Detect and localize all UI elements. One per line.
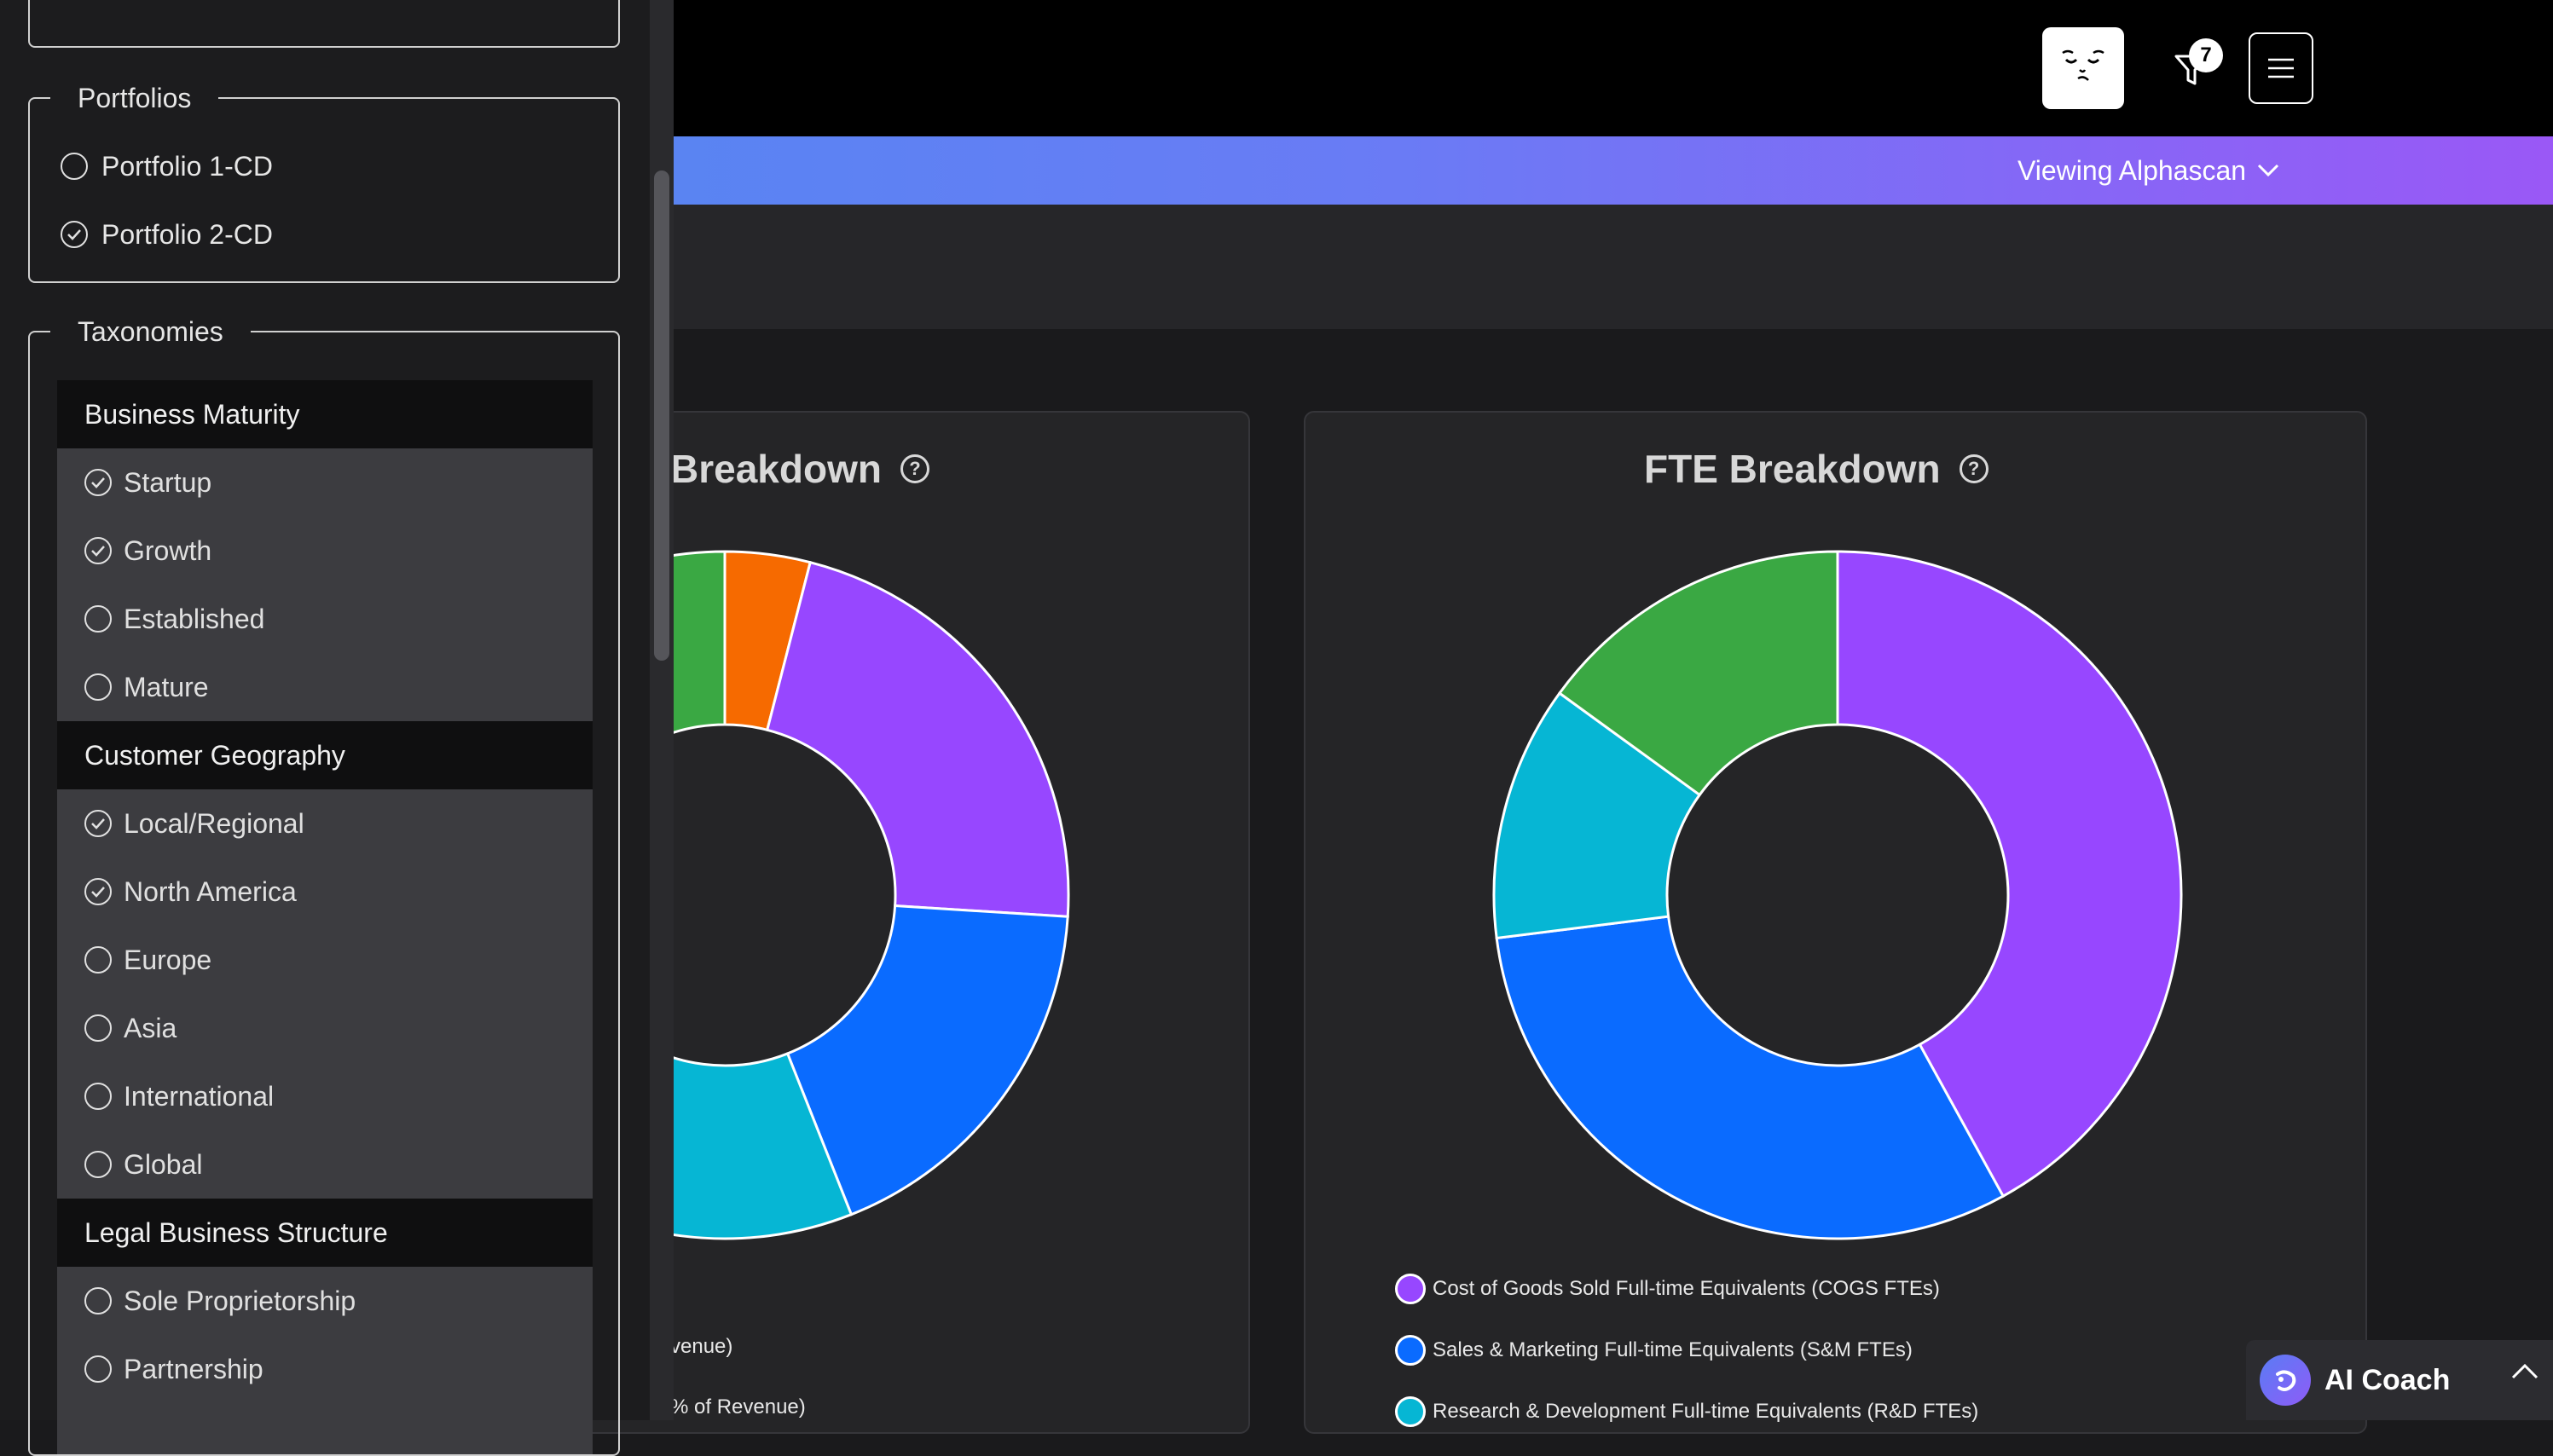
menu-icon <box>2268 58 2294 78</box>
taxonomy-label: Local/Regional <box>124 807 304 839</box>
ai-coach-logo-icon <box>2260 1355 2311 1406</box>
portfolios-legend: Portfolios <box>50 77 219 119</box>
help-icon[interactable]: ? <box>1959 454 1989 483</box>
ai-coach-widget[interactable]: AI Coach <box>2246 1340 2553 1420</box>
chevron-down-icon <box>2257 164 2279 177</box>
fte-legend-item-sm[interactable]: Sales & Marketing Full-time Equivalents … <box>1395 1333 1913 1367</box>
taxonomy-option-partnership[interactable]: Partnership <box>84 1335 263 1403</box>
fte-legend-label: Research & Development Full-time Equival… <box>1433 1400 1979 1423</box>
fte-donut-slice-1[interactable] <box>1495 915 2006 1240</box>
taxonomy-option-global[interactable]: Global <box>84 1130 203 1199</box>
taxonomy-label: Growth <box>124 534 212 566</box>
taxonomy-label: North America <box>124 875 297 907</box>
taxonomy-label: Mature <box>124 671 209 702</box>
left-legend-item-1: venue) <box>670 1335 733 1358</box>
viewing-label: Viewing Alphascan <box>2018 154 2247 186</box>
fte-legend-item-cogs[interactable]: Cost of Goods Sold Full-time Equivalents… <box>1395 1272 1940 1306</box>
fte-legend-label: Sales & Marketing Full-time Equivalents … <box>1433 1338 1913 1361</box>
sidebar-scrollbar-thumb[interactable] <box>654 170 669 661</box>
taxonomies-legend: Taxonomies <box>50 310 251 353</box>
taxonomies-fieldset: Taxonomies Business Maturity Startup Gro… <box>28 310 620 1456</box>
taxonomy-label: Startup <box>124 466 212 498</box>
portfolio-label: Portfolio 1-CD <box>101 150 273 182</box>
radio-unchecked-icon <box>61 153 88 180</box>
taxonomy-option-sole-proprietorship[interactable]: Sole Proprietorship <box>84 1267 356 1335</box>
taxonomy-label: International <box>124 1080 275 1112</box>
fte-donut-chart <box>1492 550 2183 1240</box>
radio-checked-icon <box>84 469 112 496</box>
help-icon[interactable]: ? <box>900 454 929 483</box>
chevron-up-icon[interactable] <box>2510 1362 2539 1381</box>
revenue-donut-slice-2[interactable] <box>785 904 1069 1216</box>
radio-unchecked-icon <box>84 946 112 974</box>
radio-checked-icon <box>84 878 112 905</box>
filter-sidebar: Portfolios Portfolio 1-CD Portfolio 2-CD… <box>0 0 674 1456</box>
group-header-business-maturity[interactable]: Business Maturity <box>57 380 593 448</box>
portfolio-option-1[interactable]: Portfolio 1-CD <box>61 145 273 188</box>
taxonomy-option-international[interactable]: International <box>84 1062 274 1130</box>
fte-legend-item-rd[interactable]: Research & Development Full-time Equival… <box>1395 1395 1978 1429</box>
fte-chart-title: FTE Breakdown ? <box>1644 443 1989 494</box>
sidebar-fieldset-top <box>28 0 620 48</box>
group-header-legal-business-structure[interactable]: Legal Business Structure <box>57 1199 593 1267</box>
portfolios-fieldset: Portfolios Portfolio 1-CD Portfolio 2-CD <box>28 77 620 283</box>
radio-unchecked-icon <box>84 605 112 633</box>
taxonomy-label: Established <box>124 603 265 634</box>
taxonomy-option-established[interactable]: Established <box>84 585 264 653</box>
taxonomy-option-local-regional[interactable]: Local/Regional <box>84 789 304 858</box>
left-chart-title: Breakdown ? <box>670 443 929 494</box>
viewing-company-dropdown[interactable]: Viewing Alphascan <box>2018 152 2280 189</box>
portfolio-option-2[interactable]: Portfolio 2-CD <box>61 213 273 256</box>
group-header-customer-geography[interactable]: Customer Geography <box>57 721 593 789</box>
user-avatar-button[interactable] <box>2042 27 2124 109</box>
radio-unchecked-icon <box>84 1355 112 1383</box>
radio-checked-icon <box>84 537 112 564</box>
legend-swatch <box>1395 1335 1426 1366</box>
legend-swatch <box>1395 1274 1426 1304</box>
revenue-donut-slice-1[interactable] <box>765 560 1070 918</box>
fte-legend-label: Cost of Goods Sold Full-time Equivalents… <box>1433 1277 1940 1300</box>
legend-swatch <box>1395 1396 1426 1427</box>
ai-coach-label: AI Coach <box>2324 1363 2451 1396</box>
face-icon <box>2062 49 2104 81</box>
taxonomy-label: Europe <box>124 944 212 975</box>
fte-donut-slice-0[interactable] <box>1836 550 2183 1199</box>
taxonomy-option-growth[interactable]: Growth <box>84 517 211 585</box>
taxonomy-option-mature[interactable]: Mature <box>84 653 209 721</box>
taxonomy-option-asia[interactable]: Asia <box>84 994 177 1062</box>
radio-unchecked-icon <box>84 1014 112 1042</box>
taxonomy-label: Partnership <box>124 1353 263 1384</box>
radio-unchecked-icon <box>84 1151 112 1178</box>
group-body-customer-geography: Local/Regional North America Europe Asia… <box>57 789 593 1199</box>
taxonomy-option-startup[interactable]: Startup <box>84 448 211 517</box>
filter-count-badge: 7 <box>2189 38 2223 72</box>
radio-unchecked-icon <box>84 673 112 701</box>
portfolio-label: Portfolio 2-CD <box>101 218 273 250</box>
taxonomy-option-europe[interactable]: Europe <box>84 926 211 994</box>
group-body-business-maturity: Startup Growth Established Mature <box>57 448 593 721</box>
hamburger-menu-button[interactable] <box>2249 32 2313 104</box>
taxonomy-label: Global <box>124 1148 203 1180</box>
radio-unchecked-icon <box>84 1083 112 1110</box>
radio-checked-icon <box>84 810 112 837</box>
taxonomy-option-north-america[interactable]: North America <box>84 858 297 926</box>
radio-unchecked-icon <box>84 1287 112 1314</box>
taxonomy-label: Sole Proprietorship <box>124 1285 356 1316</box>
left-legend-item-2: % of Revenue) <box>670 1395 806 1418</box>
taxonomy-label: Asia <box>124 1012 177 1043</box>
fte-donut-slice-3[interactable] <box>1557 550 1839 797</box>
radio-checked-icon <box>61 221 88 248</box>
fte-donut-slice-2[interactable] <box>1492 691 1702 940</box>
group-body-legal-business-structure: Sole Proprietorship Partnership <box>57 1267 593 1454</box>
